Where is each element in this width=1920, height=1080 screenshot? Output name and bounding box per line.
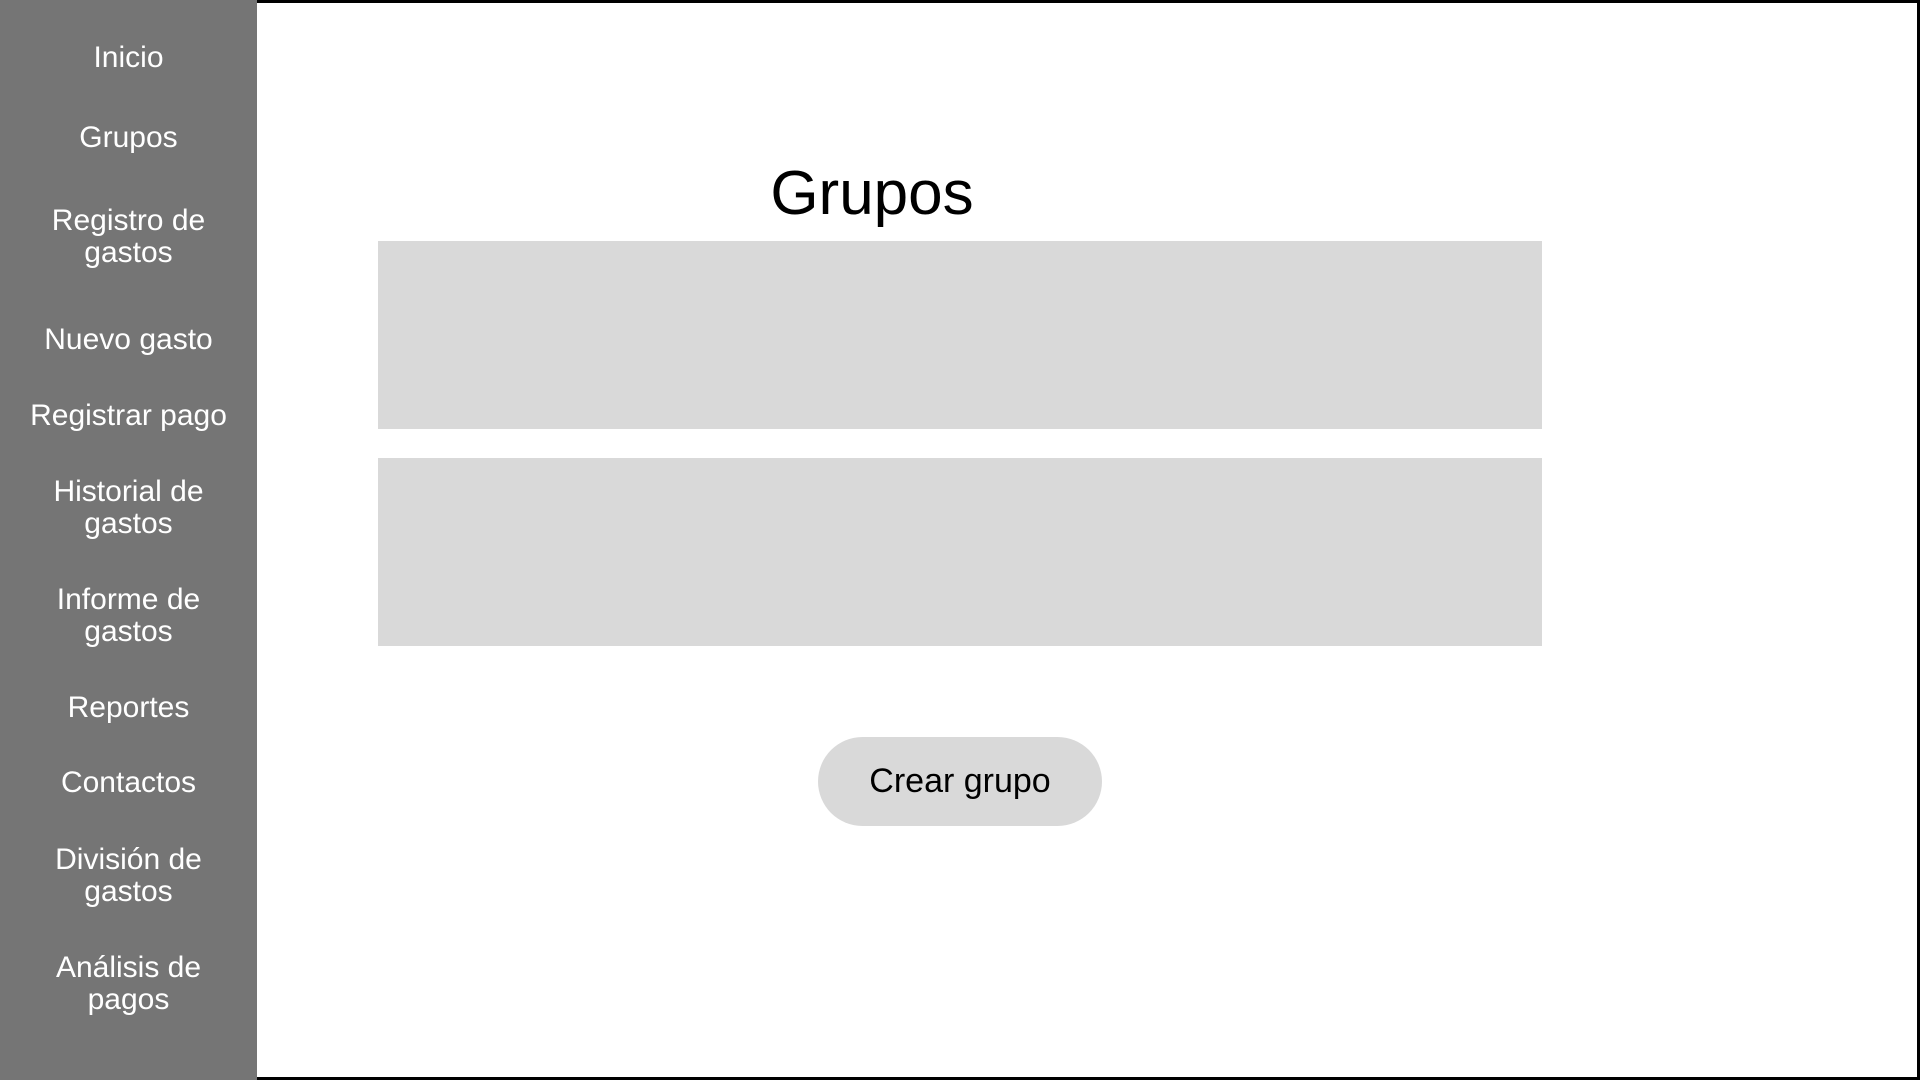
sidebar-item-registrar-pago[interactable]: Registrar pago [30, 399, 227, 432]
sidebar: Inicio Grupos Registro de gastos Nuevo g… [0, 0, 257, 1080]
sidebar-item-informe-de-gastos[interactable]: Informe de gastos [56, 583, 201, 648]
sidebar-item-analisis-de-pagos[interactable]: Análisis de pagos [55, 951, 202, 1016]
create-group-button[interactable]: Crear grupo [818, 737, 1102, 826]
sidebar-item-reportes[interactable]: Reportes [67, 691, 190, 724]
sidebar-item-nuevo-gasto[interactable]: Nuevo gasto [44, 323, 213, 356]
sidebar-item-grupos[interactable]: Grupos [79, 121, 178, 154]
sidebar-item-registro-de-gastos[interactable]: Registro de gastos [51, 204, 206, 269]
group-card[interactable] [378, 241, 1542, 429]
sidebar-item-historial-de-gastos[interactable]: Historial de gastos [53, 475, 204, 540]
sidebar-item-contactos[interactable]: Contactos [60, 766, 197, 799]
sidebar-item-inicio[interactable]: Inicio [93, 41, 164, 74]
main-content: Grupos Crear grupo [257, 0, 1920, 1080]
sidebar-item-division-de-gastos[interactable]: División de gastos [55, 843, 202, 908]
page-title: Grupos [770, 158, 974, 228]
group-card[interactable] [378, 458, 1542, 646]
